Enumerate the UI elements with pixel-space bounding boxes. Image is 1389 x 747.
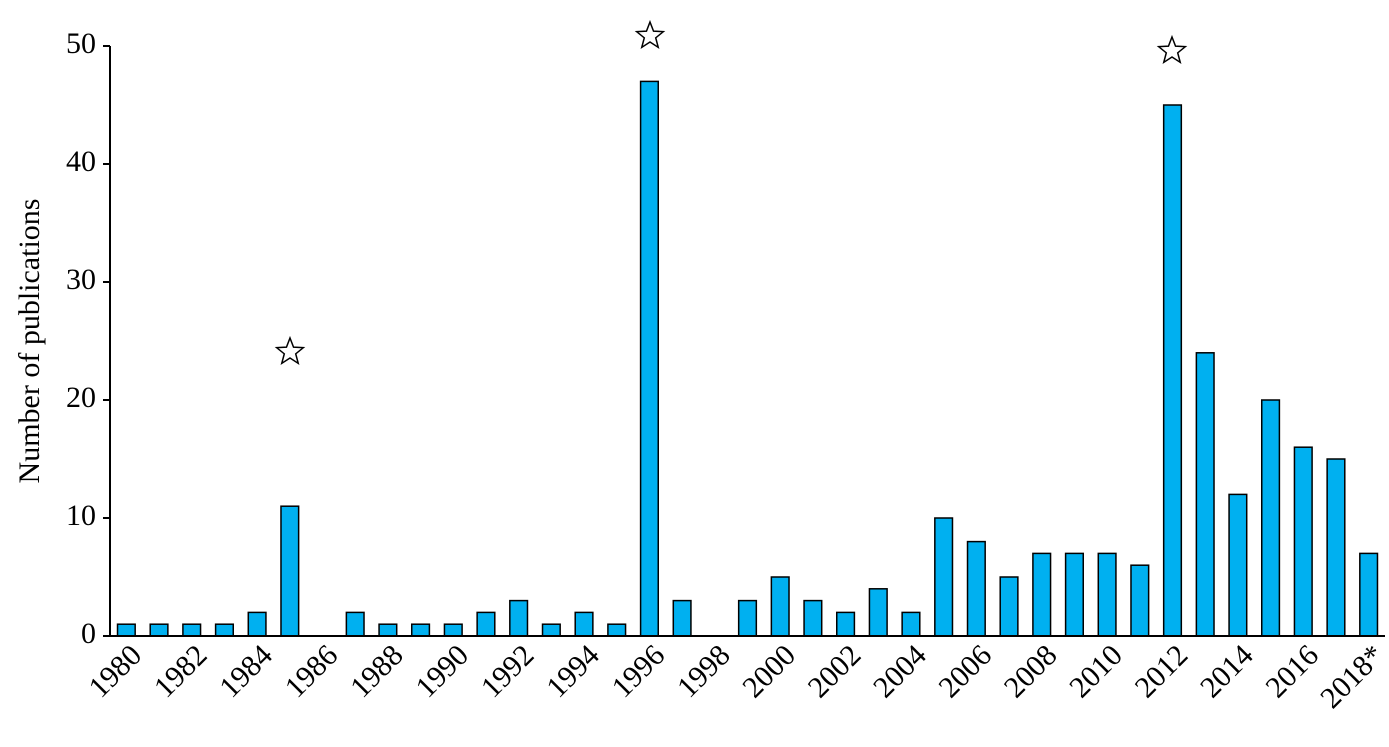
bar (182, 623, 202, 637)
y-tick-label: 30 (66, 263, 96, 296)
bar (509, 599, 529, 637)
x-tick-label: 2004 (867, 638, 933, 704)
bar (1032, 552, 1052, 637)
x-tick-label: 1982 (148, 638, 214, 704)
bar (214, 623, 235, 637)
y-tick-label: 40 (66, 145, 96, 178)
x-tick-label: 2006 (932, 638, 998, 704)
bar (1097, 552, 1117, 637)
y-tick-label: 10 (66, 499, 96, 532)
x-tick-label: 1986 (279, 638, 345, 704)
bar (116, 623, 136, 637)
bar (1293, 446, 1313, 637)
bar (476, 611, 496, 637)
bar (770, 576, 790, 637)
bar (1228, 493, 1248, 637)
bar (411, 623, 431, 637)
y-tick-label: 20 (66, 381, 96, 414)
bar (378, 623, 398, 637)
star-annotation (1157, 36, 1187, 64)
bar (836, 611, 856, 637)
x-tick-label: 2008 (998, 638, 1064, 704)
x-tick-label: 1994 (540, 638, 606, 704)
bar (345, 611, 365, 637)
bar (149, 623, 169, 637)
bar (1326, 458, 1346, 637)
bar (541, 623, 561, 637)
bar (443, 623, 463, 637)
star-annotation (635, 21, 665, 49)
bar (1359, 552, 1379, 637)
bar (966, 540, 986, 637)
x-tick-label: 2012 (1129, 638, 1195, 704)
bar (1130, 564, 1150, 637)
x-tick-label: 2016 (1259, 638, 1325, 704)
bar (280, 505, 300, 637)
bar (672, 599, 692, 637)
bar (737, 599, 758, 637)
x-tick-label: 1988 (344, 638, 410, 704)
x-tick-label: 1992 (475, 638, 541, 704)
bar (1261, 399, 1281, 637)
bar (247, 611, 267, 637)
x-tick-label: 2000 (736, 638, 802, 704)
bar (1162, 104, 1183, 637)
bar (868, 588, 888, 637)
x-tick-label: 2018* (1314, 638, 1389, 714)
y-tick-label: 0 (81, 617, 96, 650)
x-tick-label: 1996 (605, 638, 671, 704)
star-annotation (275, 337, 305, 365)
bar (607, 623, 627, 637)
x-tick-label: 1984 (213, 638, 279, 704)
x-tick-label: 2010 (1063, 638, 1129, 704)
bar (901, 611, 921, 637)
bar (999, 576, 1019, 637)
bar (1195, 352, 1215, 637)
x-tick-label: 2014 (1194, 638, 1260, 704)
x-tick-label: 2002 (802, 638, 868, 704)
bar (803, 599, 823, 637)
bar (934, 517, 954, 637)
bar (1064, 552, 1085, 637)
y-tick-label: 50 (66, 27, 96, 60)
bar (639, 80, 659, 637)
bar (574, 611, 594, 637)
y-axis-label: Number of publications (13, 199, 46, 484)
x-tick-label: 1998 (671, 638, 737, 704)
x-tick-label: 1990 (409, 638, 475, 704)
